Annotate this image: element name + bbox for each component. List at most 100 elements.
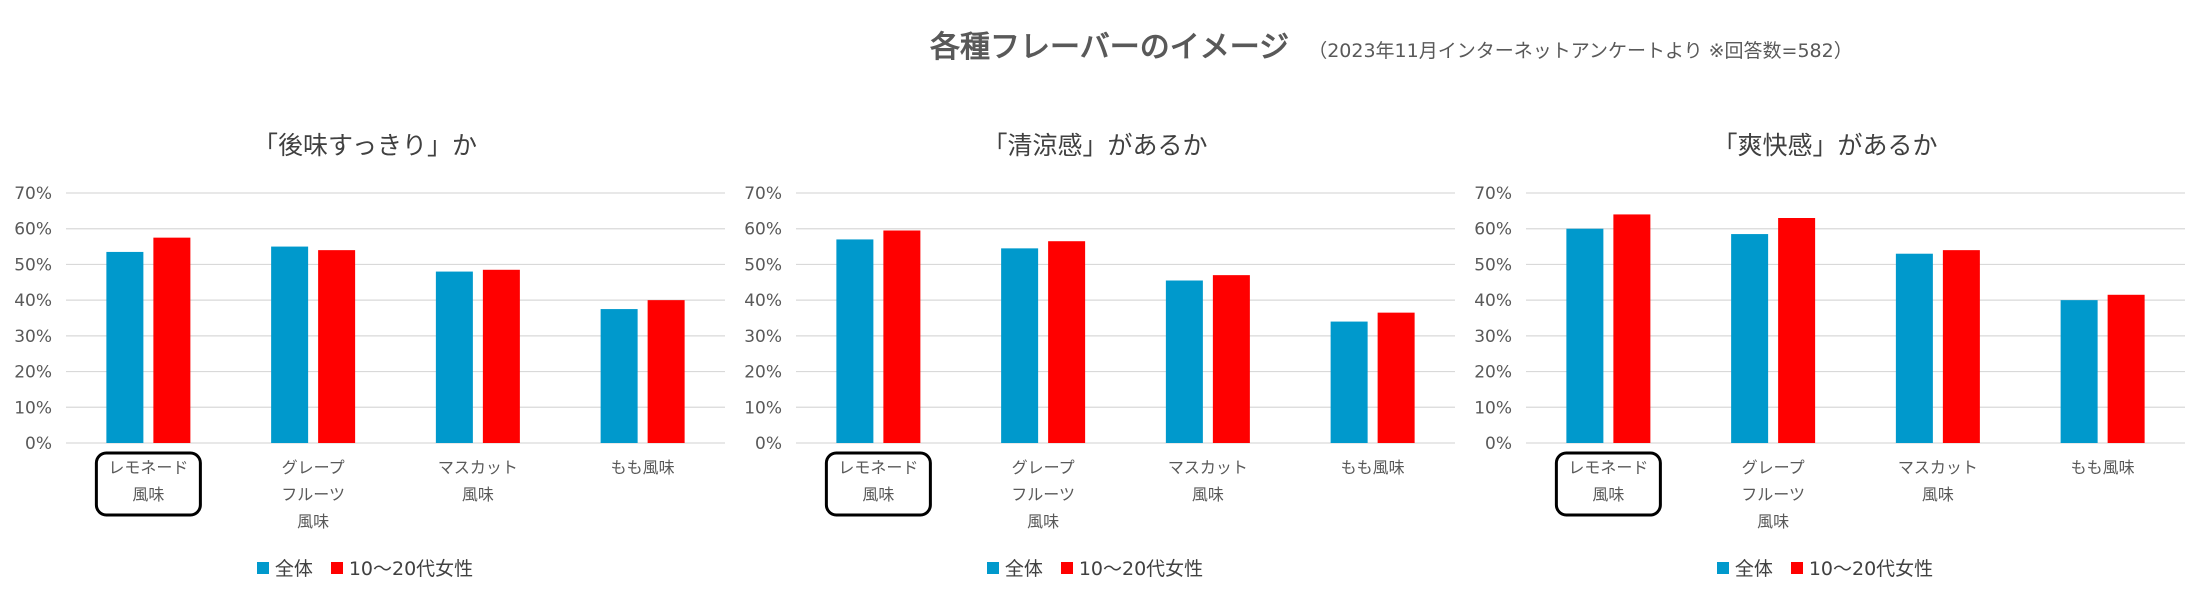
- highlight-box: [94, 451, 202, 517]
- x-tick-label: 風味: [862, 485, 894, 504]
- chart-plot: 0%10%20%30%40%50%60%70%レモネード風味グレープフルーツ風味…: [1474, 184, 2185, 531]
- legend-label-overall: 全体: [1004, 558, 1043, 580]
- legend-item-overall: 全体: [256, 554, 313, 581]
- y-tick-label: 20%: [14, 363, 52, 383]
- legend-item-women: 10～20代女性: [1790, 554, 1934, 581]
- x-tick-label: 風味: [1757, 512, 1789, 531]
- y-tick-label: 30%: [14, 327, 52, 347]
- y-tick-label: 60%: [1474, 220, 1512, 240]
- bar-women: [2107, 294, 2145, 443]
- legend-label-overall: 全体: [274, 558, 313, 580]
- x-tick-label: マスカット: [1898, 458, 1978, 477]
- legend-item-overall: 全体: [986, 554, 1043, 581]
- y-tick-label: 0%: [1485, 434, 1512, 454]
- bar-women: [1778, 218, 1816, 443]
- page-header: 各種フレーバーのイメージ （2023年11月インターネットアンケートより ※回答…: [930, 22, 1853, 66]
- chart-aftertaste: 「後味すっきり」か 0% 10% 20% 30% 40% 50% 60% 70% レモネード風味…: [0, 118, 730, 599]
- bar-overall: [435, 271, 473, 443]
- y-tick-label: 10%: [744, 398, 782, 418]
- x-tick-label: グレープ: [1012, 458, 1075, 477]
- bar-women: [482, 269, 520, 443]
- x-tick-label: フルーツ: [281, 485, 345, 504]
- y-tick-label: 40%: [14, 291, 52, 311]
- y-tick-label: 20%: [744, 363, 782, 383]
- bar-women: [1212, 275, 1250, 443]
- legend-item-women: 10～20代女性: [1060, 554, 1204, 581]
- legend-swatch-overall: [256, 561, 269, 574]
- page-subtitle: （2023年11月インターネットアンケートより ※回答数=582）: [1308, 40, 1853, 62]
- chart-title: 「爽快感」があるか: [1712, 131, 1938, 160]
- y-tick-label: 70%: [744, 184, 782, 204]
- x-tick-label: 風味: [297, 512, 329, 531]
- legend-item-women: 10～20代女性: [330, 554, 474, 581]
- bar-women: [1613, 214, 1651, 443]
- x-tick-label: もも風味: [2071, 458, 2135, 477]
- y-tick-label: 70%: [1474, 184, 1512, 204]
- chart-plot: 0%10%20%30%40%50%60%70%レモネード風味グレープフルーツ風味…: [744, 184, 1455, 531]
- highlight-box: [824, 451, 932, 517]
- y-tick-label: 50%: [744, 255, 782, 275]
- legend-label-overall: 全体: [1734, 558, 1773, 580]
- bar-women: [1048, 241, 1086, 443]
- y-tick-label: 50%: [14, 255, 52, 275]
- bar-overall: [1566, 228, 1604, 443]
- y-tick-label: 10%: [1474, 398, 1512, 418]
- y-tick-label: 60%: [744, 220, 782, 240]
- chart-legend: 全体 10～20代女性: [0, 554, 730, 581]
- bar-women: [1942, 250, 1980, 443]
- bar-overall: [1001, 248, 1039, 443]
- bar-overall: [271, 246, 309, 443]
- y-tick-label: 10%: [14, 398, 52, 418]
- bar-overall: [836, 239, 874, 443]
- x-tick-label: グレープ: [282, 458, 345, 477]
- legend-swatch-overall: [986, 561, 999, 574]
- y-tick-label: 70%: [14, 184, 52, 204]
- chart-title: 「後味すっきり」か: [252, 131, 477, 160]
- y-tick-label: 0%: [25, 434, 52, 454]
- y-tick-label: 30%: [1474, 327, 1512, 347]
- x-tick-label: レモネード: [108, 458, 188, 477]
- chart-title: 「清涼感」があるか: [982, 131, 1208, 160]
- legend-label-women: 10～20代女性: [1808, 558, 1934, 580]
- bar-women: [647, 300, 685, 443]
- x-tick-label: もも風味: [1341, 458, 1405, 477]
- bar-women: [883, 230, 921, 443]
- y-tick-label: 30%: [744, 327, 782, 347]
- legend-swatch-overall: [1716, 561, 1729, 574]
- x-tick-label: グレープ: [1742, 458, 1805, 477]
- x-tick-label: レモネード: [1568, 458, 1648, 477]
- chart-plot: 0%10%20%30%40%50%60%70%レモネード風味グレープフルーツ風味…: [14, 184, 725, 531]
- x-tick-label: 風味: [132, 485, 164, 504]
- x-tick-label: 風味: [1192, 485, 1224, 504]
- x-tick-label: フルーツ: [1741, 485, 1805, 504]
- legend-swatch-women: [1060, 561, 1073, 574]
- bar-overall: [106, 251, 144, 443]
- bar-overall: [600, 309, 638, 443]
- x-tick-label: 風味: [1592, 485, 1624, 504]
- bar-women: [153, 237, 191, 443]
- y-tick-label: 40%: [1474, 291, 1512, 311]
- x-tick-label: レモネード: [838, 458, 918, 477]
- y-tick-label: 60%: [14, 220, 52, 240]
- bar-women: [318, 250, 356, 443]
- page-title: 各種フレーバーのイメージ: [930, 30, 1290, 65]
- x-tick-label: 風味: [1922, 485, 1954, 504]
- y-tick-label: 40%: [744, 291, 782, 311]
- y-tick-label: 0%: [755, 434, 782, 454]
- bar-overall: [1895, 253, 1933, 443]
- y-tick-label: 50%: [1474, 255, 1512, 275]
- legend-label-women: 10～20代女性: [1078, 558, 1204, 580]
- legend-label-women: 10～20代女性: [348, 558, 474, 580]
- chart-legend: 全体 10～20代女性: [1460, 554, 2190, 581]
- x-tick-label: 風味: [1027, 512, 1059, 531]
- chart-refreshing: 「爽快感」があるか 0% 10% 20% 30% 40% 50% 60% 70% レモネード 風味…: [1460, 118, 2190, 599]
- highlight-box: [1554, 451, 1662, 517]
- bar-overall: [2060, 300, 2098, 443]
- bar-overall: [1731, 234, 1769, 443]
- x-tick-label: マスカット: [438, 458, 518, 477]
- x-tick-label: フルーツ: [1011, 485, 1075, 504]
- x-tick-label: 風味: [462, 485, 494, 504]
- bar-women: [1377, 312, 1415, 443]
- chart-legend: 全体 10～20代女性: [730, 554, 1460, 581]
- legend-item-overall: 全体: [1716, 554, 1773, 581]
